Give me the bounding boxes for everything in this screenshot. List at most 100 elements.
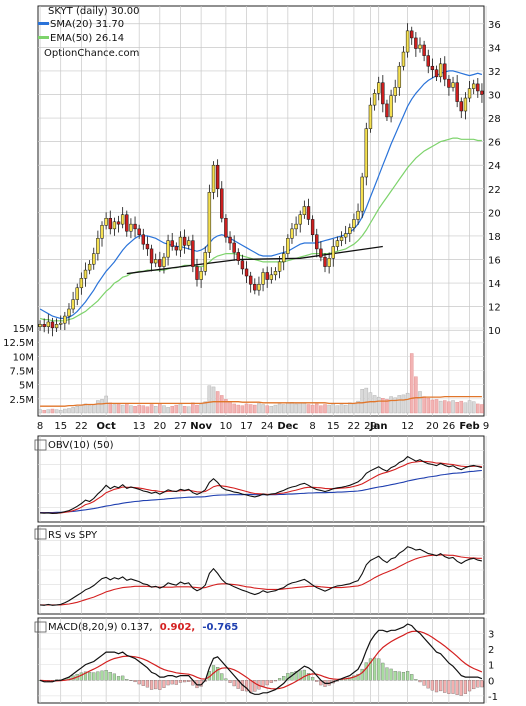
volume-bar xyxy=(348,402,352,414)
volume-bar xyxy=(71,407,75,414)
volume-bar xyxy=(397,395,402,414)
macd-histogram-bar xyxy=(125,679,129,681)
candle-body xyxy=(269,274,274,280)
candle-body xyxy=(137,228,141,236)
candle-body xyxy=(393,87,397,96)
ema-legend-swatch xyxy=(38,36,49,39)
source-label: OptionChance.com xyxy=(44,48,139,59)
candle-body xyxy=(178,236,183,251)
volume-bar xyxy=(372,395,377,414)
x-axis-label: Oct xyxy=(97,421,116,432)
volume-bar xyxy=(434,399,439,414)
candle-body xyxy=(46,321,51,327)
candle-body xyxy=(108,218,112,230)
candle-body xyxy=(455,82,459,102)
obv-label: OBV(10) (50) xyxy=(48,440,114,451)
candle-body xyxy=(356,210,360,220)
volume-bar xyxy=(50,408,55,414)
candle-body xyxy=(224,218,228,238)
price-frame xyxy=(37,5,485,417)
macd-histogram-bar xyxy=(228,680,232,683)
macd-histogram-bar xyxy=(269,680,273,683)
volume-bar xyxy=(240,405,245,414)
volume-bar xyxy=(125,403,129,414)
sma-legend-swatch xyxy=(38,22,49,25)
candle-body xyxy=(236,252,240,261)
macd-hist-label: -0.765 xyxy=(202,622,238,633)
candle-body xyxy=(244,268,249,277)
candle-body xyxy=(100,225,104,239)
candle-body xyxy=(54,324,59,329)
volume-bar xyxy=(75,406,80,414)
candle-body xyxy=(323,256,327,267)
volume-bar xyxy=(195,404,199,414)
macd-histogram-bar xyxy=(381,662,385,681)
x-axis-label: Nov xyxy=(190,421,212,432)
ema50-line xyxy=(39,137,482,322)
volume-bar xyxy=(426,398,431,414)
macd-histogram-bar xyxy=(389,668,393,681)
candle-body xyxy=(302,206,307,215)
sma20-line xyxy=(39,70,483,319)
x-axis-label: 15 xyxy=(54,421,67,432)
volume-bar xyxy=(306,404,311,414)
candle-body xyxy=(240,260,245,270)
volume-bar xyxy=(137,404,141,414)
candle-body xyxy=(158,259,162,267)
macd-histogram-bar xyxy=(178,680,183,683)
macd-histogram-bar xyxy=(79,672,83,681)
macd-histogram-bar xyxy=(364,662,368,681)
macd-histogram-bar xyxy=(253,680,257,692)
candle-body xyxy=(92,253,96,265)
candle-body xyxy=(59,322,63,325)
volume-bar xyxy=(191,402,195,414)
macd-tick-label: 2 xyxy=(488,645,494,656)
rs-legend: RS vs SPY xyxy=(34,528,98,541)
candle-body xyxy=(191,240,195,267)
volume-bar xyxy=(281,404,286,414)
candle-body xyxy=(104,218,108,226)
macd-histogram-bar xyxy=(158,680,162,690)
volume-bar xyxy=(112,404,117,414)
macd-histogram-bar xyxy=(393,671,397,681)
macd-histogram-bar xyxy=(286,673,290,681)
candles xyxy=(38,23,484,337)
volume-bar xyxy=(96,400,100,414)
macd-histogram-bar xyxy=(92,672,96,681)
price-tick-label: 24 xyxy=(488,161,501,172)
volume-bar xyxy=(186,406,191,414)
candle-body xyxy=(116,221,121,225)
candle-body xyxy=(203,252,207,272)
volume-bar xyxy=(87,405,92,414)
volume-bar xyxy=(120,404,125,414)
volume-bar xyxy=(455,402,459,414)
candle-body xyxy=(438,63,443,78)
volume-bars xyxy=(38,353,484,414)
candle-body xyxy=(385,103,389,118)
volume-tick-label: 5M xyxy=(19,381,34,392)
candle-body xyxy=(290,228,294,239)
price-tick-label: 34 xyxy=(488,43,501,54)
candle-body xyxy=(96,238,100,254)
macd-histogram-bar xyxy=(261,680,265,687)
volume-bar xyxy=(438,400,443,414)
macd-histogram-bar xyxy=(406,671,410,681)
volume-bar xyxy=(211,386,216,414)
price-tick-label: 28 xyxy=(488,114,501,125)
macd-histogram-bar xyxy=(422,680,426,686)
legend: SKYT (daily) 30.00 SMA(20) 31.70 EMA(50)… xyxy=(38,6,140,59)
x-axis-label: 22 xyxy=(75,421,88,432)
volume-tick-label: 2.5M xyxy=(9,395,34,406)
volume-bar xyxy=(376,396,381,414)
macd-histogram-bar xyxy=(447,680,451,694)
candle-body xyxy=(42,324,46,327)
volume-bar xyxy=(401,394,406,414)
macd-histogram-bar xyxy=(410,674,414,681)
price-tick-label: 30 xyxy=(488,91,501,102)
obv-panel xyxy=(37,435,487,523)
volume-bar xyxy=(269,406,274,414)
macd-histogram-bar xyxy=(88,672,92,681)
rs-panel xyxy=(37,525,487,615)
candle-body xyxy=(79,278,84,289)
x-axis-label: 17 xyxy=(240,421,253,432)
